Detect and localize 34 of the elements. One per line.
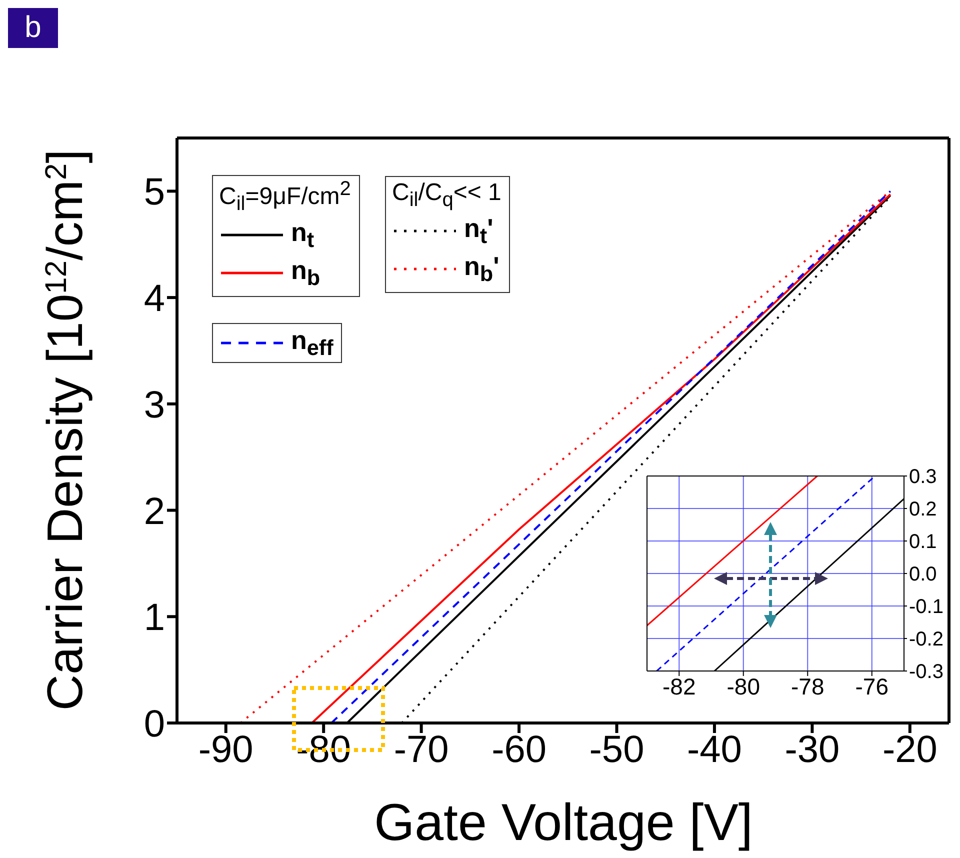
x-tick-label: -80 <box>726 673 760 700</box>
annotation: C$_{il}$/C$_{q}$<< 1 <box>392 179 502 211</box>
y-tick-label: 5 <box>144 172 165 214</box>
x-tick-label: -30 <box>784 728 840 771</box>
x-tick-label: -78 <box>791 673 824 700</box>
x-tick-label: -90 <box>198 728 254 771</box>
text: b <box>24 11 42 45</box>
x-tick-label: -76 <box>855 673 888 700</box>
x-tick-label: -60 <box>492 728 546 771</box>
x-tick-label: -20 <box>882 728 938 771</box>
y-tick-label: 0.3 <box>909 466 937 488</box>
y-tick-label: -0.1 <box>909 596 944 618</box>
y-tick-label: 0.1 <box>909 531 937 554</box>
legend-label: n$_{t}$' <box>464 212 494 249</box>
y-tick-label: 0 <box>144 703 165 746</box>
x-axis-title: Gate Voltage [V] <box>374 794 753 852</box>
x-tick-label: -82 <box>662 673 696 700</box>
legend-label: n$_{b}$' <box>464 250 500 287</box>
y-tick-label: 0.0 <box>909 564 937 586</box>
x-tick-label: -50 <box>589 728 644 771</box>
y-tick-label: 1 <box>144 597 165 640</box>
x-tick-label: -40 <box>687 728 742 771</box>
y-tick-label: 3 <box>144 384 165 426</box>
legend-label: n$_{b}$ <box>291 254 320 291</box>
legend-label: n$_{t}$ <box>291 216 314 253</box>
y-tick-label: -0.2 <box>909 628 944 651</box>
annotation: C$_{il}$=9μF/cm$^{2}$ <box>219 178 351 215</box>
y-tick-label: -0.3 <box>909 661 944 684</box>
y-tick-label: 0.2 <box>909 498 937 521</box>
y-tick-label: 2 <box>144 490 165 533</box>
x-tick-label: -70 <box>394 728 449 771</box>
legend-box: n$_{eff}$ <box>212 323 342 363</box>
y-tick-label: 4 <box>144 278 165 320</box>
legend-label: n$_{eff}$ <box>291 324 334 362</box>
